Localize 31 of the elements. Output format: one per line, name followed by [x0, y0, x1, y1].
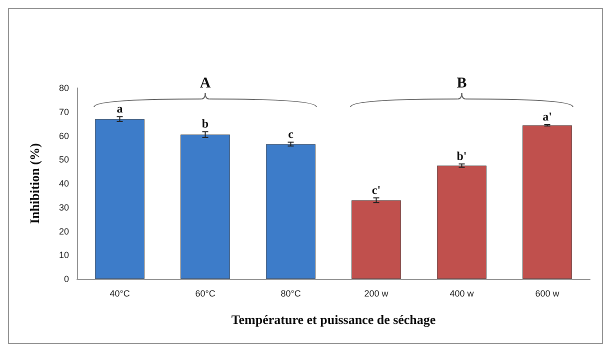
- x-tick-label: 40°C: [110, 288, 130, 298]
- bar: [351, 200, 402, 279]
- y-tick-label: 20: [58, 226, 69, 236]
- annotation: b': [456, 148, 467, 163]
- x-tick-label: 200 w: [364, 288, 389, 298]
- bar: [94, 119, 145, 279]
- y-tick-label: 0: [64, 274, 69, 284]
- y-tick-label: 10: [58, 250, 69, 260]
- annotation: A: [200, 76, 211, 92]
- y-tick-label: 80: [58, 83, 69, 93]
- y-tick-label: 40: [58, 178, 69, 188]
- bar: [266, 144, 316, 279]
- x-tick-label: 600 w: [535, 288, 560, 298]
- y-tick-label: 60: [58, 130, 69, 141]
- annotation: a': [542, 110, 552, 124]
- y-tick-label: 30: [58, 202, 69, 212]
- annotation: c': [372, 182, 381, 197]
- x-axis-title: Température et puissance de séchage: [231, 312, 436, 327]
- annotation: b: [202, 116, 209, 131]
- annotation: c: [288, 127, 294, 142]
- annotation: a: [116, 102, 123, 116]
- x-tick-label: 60°C: [195, 288, 216, 298]
- x-tick-label: 80°C: [280, 288, 302, 298]
- bar: [522, 125, 572, 279]
- x-tick-label: 400 w: [450, 288, 474, 298]
- y-axis-title: Inhibition (%): [27, 143, 42, 224]
- y-tick-label: 70: [58, 106, 69, 117]
- bar: [180, 134, 230, 279]
- annotation: B: [456, 76, 467, 92]
- bar: [436, 166, 487, 279]
- y-tick-label: 50: [58, 154, 69, 165]
